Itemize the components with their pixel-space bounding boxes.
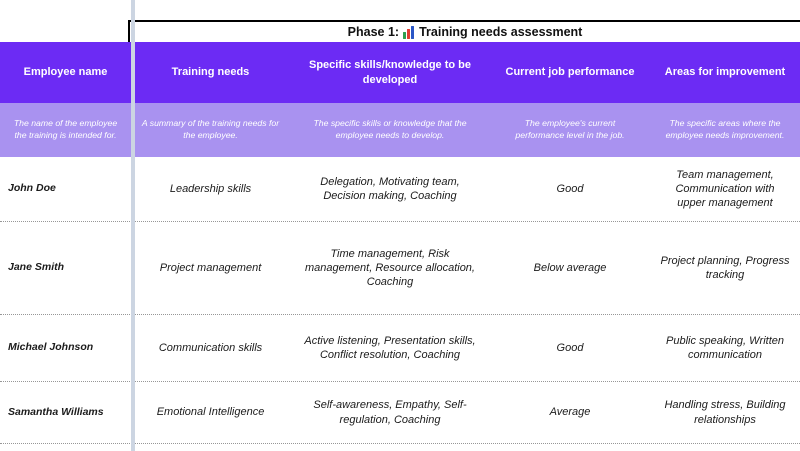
table-row: Jane Smith Project management Time manag… [0,222,800,315]
cell-training-needs[interactable]: Communication skills [158,341,263,354]
cell-specific-skills[interactable]: Delegation, Motivating team, Decision ma… [320,175,460,202]
desc-cell-specific-skills[interactable]: The specific skills or knowledge that th… [313,118,467,140]
cell-current-performance[interactable]: Below average [533,261,607,274]
cell-employee-name[interactable]: John Doe [8,182,56,195]
assessment-table: Employee name Training needs Specific sk… [0,42,800,444]
table-row: John Doe Leadership skills Delegation, M… [0,157,800,222]
cell-employee-name[interactable]: Jane Smith [8,261,65,274]
cell-training-needs[interactable]: Emotional Intelligence [156,406,265,419]
header-cell-current-performance[interactable]: Current job performance [505,66,635,79]
frozen-column-divider [131,0,135,451]
table-row: Samantha Williams Emotional Intelligence… [0,382,800,444]
column-description-row: The name of the employee the training is… [0,103,800,157]
header-cell-specific-skills[interactable]: Specific skills/knowledge to be develope… [309,59,471,86]
desc-cell-training-needs[interactable]: A summary of the training needs for the … [141,118,280,140]
cell-current-performance[interactable]: Average [549,406,591,419]
header-cell-employee-name[interactable]: Employee name [23,66,108,79]
cell-current-performance[interactable]: Good [556,341,584,354]
title-text: Training needs assessment [419,25,583,39]
header-cell-training-needs[interactable]: Training needs [171,66,250,79]
header-cell-areas-improvement[interactable]: Areas for improvement [664,66,786,79]
title-prefix: Phase 1: [347,25,400,39]
table-title-cell[interactable]: Phase 1: Training needs assessment [128,20,800,42]
cell-areas-improvement[interactable]: Handling stress, Building relationships [664,399,786,426]
cell-specific-skills[interactable]: Self-awareness, Empathy, Self-regulation… [313,399,467,426]
cell-training-needs[interactable]: Leadership skills [169,182,252,195]
cell-specific-skills[interactable]: Time management, Risk management, Resour… [305,247,475,289]
desc-cell-current-performance[interactable]: The employee's current performance level… [515,118,625,140]
desc-cell-employee-name[interactable]: The name of the employee the training is… [13,118,118,140]
desc-cell-areas-improvement[interactable]: The specific areas where the employee ne… [665,118,785,140]
table-header-row: Employee name Training needs Specific sk… [0,42,800,103]
cell-areas-improvement[interactable]: Team management, Communication with uppe… [675,168,775,210]
cell-employee-name[interactable]: Michael Johnson [8,341,94,354]
cell-specific-skills[interactable]: Active listening, Presentation skills, C… [304,334,476,361]
cell-employee-name[interactable]: Samantha Williams [8,405,104,418]
cell-training-needs[interactable]: Project management [159,261,262,274]
cell-areas-improvement[interactable]: Public speaking, Written communication [666,334,784,361]
bar-chart-icon [403,25,415,39]
cell-areas-improvement[interactable]: Project planning, Progress tracking [660,254,790,281]
table-row: Michael Johnson Communication skills Act… [0,315,800,382]
cell-current-performance[interactable]: Good [556,182,584,195]
